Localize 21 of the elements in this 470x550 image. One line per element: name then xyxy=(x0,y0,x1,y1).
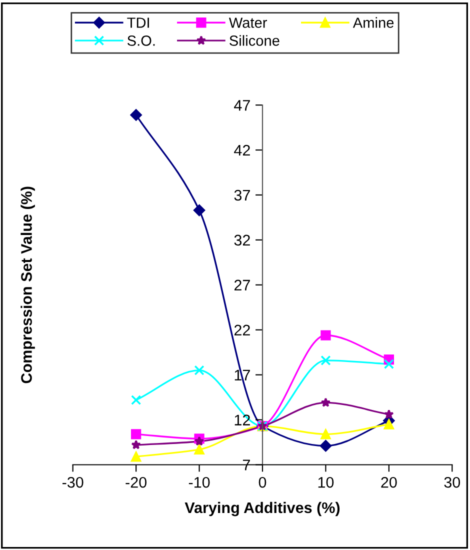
legend-label: Water xyxy=(228,18,268,28)
legend-label: S.O. xyxy=(127,36,155,46)
x-tick-label: -20 xyxy=(126,476,147,488)
x-tick-label: 30 xyxy=(444,476,460,488)
y-tick-label: 47 xyxy=(234,100,250,111)
x-tick-label: 10 xyxy=(318,476,334,488)
x-axis-title: Varying Additives (%) xyxy=(184,502,340,516)
y-tick-label: 32 xyxy=(234,234,250,246)
legend-label: Amine xyxy=(352,17,394,28)
y-tick-label: 12 xyxy=(234,414,250,426)
x-tick-label: 20 xyxy=(381,476,397,488)
legend-label: TDI xyxy=(127,18,149,28)
legend-label: Silicone xyxy=(230,35,280,46)
x-tick-label: 0 xyxy=(258,476,266,488)
y-tick-label: 37 xyxy=(234,190,250,201)
y-tick-label: 27 xyxy=(234,280,250,290)
x-tick-label: -10 xyxy=(188,476,210,488)
x-tick-label: -30 xyxy=(62,476,84,488)
y-axis-title: Compression Set Value (%) xyxy=(20,186,35,384)
y-tick-label: 22 xyxy=(234,324,250,336)
y-tick-label: 42 xyxy=(234,144,250,156)
